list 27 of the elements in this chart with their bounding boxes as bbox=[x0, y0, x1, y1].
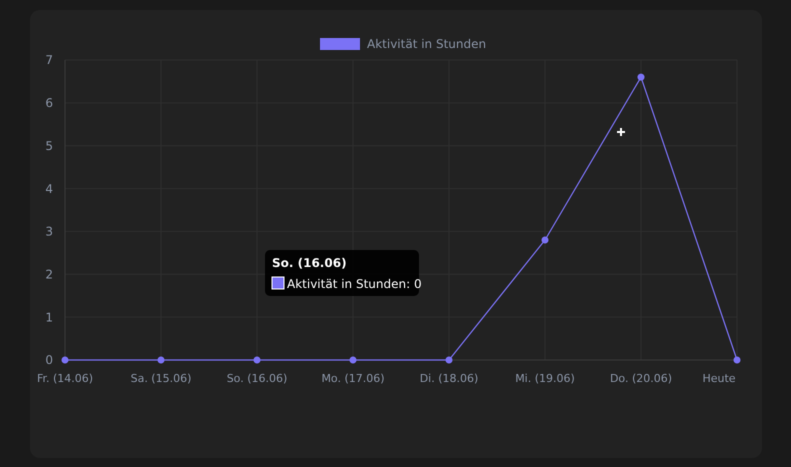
x-tick-label: Do. (20.06) bbox=[610, 372, 672, 385]
annotation: Aktivität in Stunden: 0 bbox=[287, 277, 422, 291]
x-tick-label: Sa. (15.06) bbox=[130, 372, 192, 385]
y-tick-label: 7 bbox=[45, 53, 53, 68]
point bbox=[350, 356, 356, 364]
y-tick-label: 2 bbox=[45, 267, 53, 282]
point bbox=[542, 236, 548, 244]
point bbox=[158, 356, 164, 364]
x-tick-label: So. (16.06) bbox=[226, 372, 288, 385]
x-tick-label: Heute bbox=[702, 372, 736, 385]
point bbox=[62, 356, 68, 364]
point bbox=[254, 356, 260, 364]
point bbox=[638, 74, 644, 81]
y-tick-label: 3 bbox=[45, 224, 53, 239]
y-tick-label: 5 bbox=[45, 138, 53, 153]
point bbox=[446, 356, 452, 364]
annotation: So. (16.06) bbox=[272, 256, 347, 270]
y-tick-label: 0 bbox=[45, 353, 53, 368]
y-tick-label: 6 bbox=[45, 96, 53, 110]
point bbox=[734, 356, 740, 364]
x-tick-label: Di. (18.06) bbox=[420, 372, 478, 385]
x-tick-label: Fr. (14.06) bbox=[36, 372, 94, 385]
x-tick-label: Mi. (19.06) bbox=[515, 372, 575, 385]
y-tick-label: 1 bbox=[45, 310, 53, 324]
x-tick-label: Mo. (17.06) bbox=[321, 372, 385, 385]
y-tick-label: 4 bbox=[45, 182, 53, 196]
legend-label: Aktivität in Stunden bbox=[367, 37, 486, 51]
